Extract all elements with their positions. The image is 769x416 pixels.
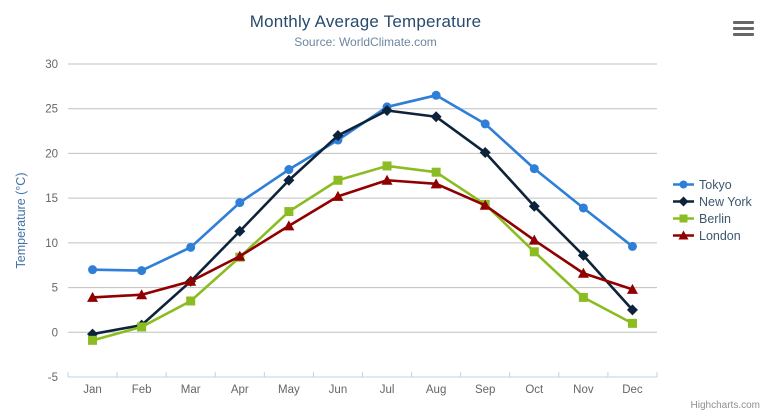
data-point[interactable] (234, 225, 246, 237)
hamburger-bar (733, 20, 754, 24)
series-berlin[interactable] (88, 161, 637, 345)
legend-marker-circle-icon (673, 180, 694, 189)
data-point[interactable] (332, 130, 344, 142)
hamburger-icon (733, 20, 755, 36)
x-tick-label: Sep (475, 384, 495, 396)
data-point[interactable] (626, 283, 638, 294)
x-tick-label: Jan (83, 384, 102, 396)
legend-item-london[interactable]: London (673, 227, 752, 244)
x-tick-label: Jul (380, 384, 395, 396)
data-point[interactable] (479, 199, 491, 210)
y-tick-label: 30 (45, 59, 58, 71)
x-tick-label: May (278, 384, 300, 396)
series-new-york[interactable] (87, 105, 638, 340)
credits-link[interactable]: Highcharts.com (690, 400, 760, 411)
data-point[interactable] (333, 175, 343, 185)
data-point[interactable] (480, 119, 490, 129)
data-point[interactable] (186, 296, 196, 306)
series-line (91, 109, 634, 336)
data-point[interactable] (88, 335, 98, 345)
data-point[interactable] (185, 275, 197, 286)
data-point[interactable] (627, 318, 637, 328)
x-tick-label: Mar (181, 384, 201, 396)
legend-item-berlin[interactable]: Berlin (673, 210, 752, 227)
data-point[interactable] (88, 265, 98, 275)
y-tick-label: 20 (45, 148, 58, 160)
legend-label: New York (699, 194, 752, 209)
data-point[interactable] (283, 174, 295, 186)
data-point[interactable] (137, 266, 147, 276)
data-point[interactable] (528, 234, 540, 245)
legend-label: Berlin (699, 211, 731, 226)
data-point[interactable] (529, 247, 539, 257)
y-tick-label: 15 (45, 193, 58, 205)
legend-label: Tokyo (699, 177, 732, 192)
data-point[interactable] (578, 203, 588, 213)
data-point[interactable] (136, 289, 148, 300)
data-point[interactable] (528, 200, 540, 212)
data-point[interactable] (283, 220, 295, 231)
data-point[interactable] (678, 230, 689, 240)
data-point[interactable] (678, 196, 689, 207)
data-point[interactable] (87, 291, 99, 302)
data-point[interactable] (626, 304, 638, 316)
x-tick-label: Feb (132, 384, 152, 396)
data-point[interactable] (235, 198, 245, 208)
data-point[interactable] (679, 214, 688, 223)
hamburger-bar (733, 32, 754, 36)
data-point[interactable] (381, 174, 393, 185)
data-point[interactable] (578, 292, 588, 302)
data-point[interactable] (430, 178, 442, 189)
data-point[interactable] (234, 250, 246, 261)
y-tick-label: 25 (45, 104, 58, 116)
x-tick-label: Nov (573, 384, 594, 396)
series-line (91, 178, 634, 299)
series-london[interactable] (87, 174, 638, 302)
legend-label: London (699, 228, 741, 243)
data-point[interactable] (431, 167, 441, 177)
y-tick-label: 5 (52, 283, 58, 295)
data-point[interactable] (284, 165, 294, 175)
legend-marker-triangle-icon (673, 230, 694, 240)
data-point[interactable] (529, 164, 539, 174)
legend-marker-square-icon (673, 214, 694, 223)
data-point[interactable] (577, 249, 589, 261)
data-point[interactable] (627, 241, 637, 251)
data-point[interactable] (430, 111, 442, 123)
legend: Tokyo New York Berlin London (673, 176, 752, 244)
x-tick-label: Oct (525, 384, 544, 396)
data-point[interactable] (381, 105, 393, 117)
export-menu-button[interactable] (730, 16, 758, 40)
y-tick-label: -5 (48, 372, 58, 384)
data-point[interactable] (479, 147, 491, 159)
hamburger-bar (733, 26, 754, 30)
y-axis-title: Temperature (°C) (14, 173, 28, 269)
x-tick-label: Apr (231, 384, 249, 396)
series-line (91, 164, 634, 342)
y-tick-label: 0 (52, 327, 58, 339)
data-point[interactable] (679, 180, 688, 189)
legend-item-new-york[interactable]: New York (673, 193, 752, 210)
data-point[interactable] (577, 267, 589, 278)
y-tick-label: 10 (45, 238, 58, 250)
data-point[interactable] (382, 161, 392, 171)
x-tick-label: Jun (329, 384, 348, 396)
data-point[interactable] (332, 190, 344, 201)
data-point[interactable] (137, 322, 147, 332)
series-tokyo[interactable] (88, 90, 637, 276)
x-tick-label: Dec (622, 384, 643, 396)
x-tick-label: Aug (426, 384, 446, 396)
data-point[interactable] (186, 242, 196, 252)
legend-marker-diamond-icon (673, 196, 694, 207)
legend-item-tokyo[interactable]: Tokyo (673, 176, 752, 193)
data-point[interactable] (431, 90, 441, 100)
data-point[interactable] (284, 207, 294, 217)
